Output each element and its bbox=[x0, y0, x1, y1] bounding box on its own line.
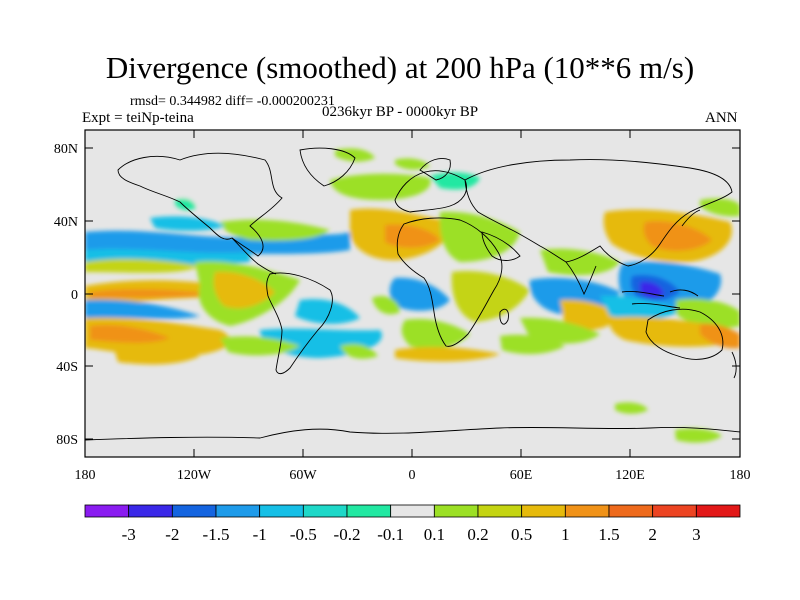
field-blob bbox=[560, 299, 620, 331]
field-blob bbox=[85, 299, 200, 319]
central-america-outline bbox=[231, 237, 277, 275]
colorbar-box bbox=[477, 504, 523, 518]
field-blob bbox=[430, 172, 480, 190]
lat-tick-label: 0 bbox=[71, 288, 78, 303]
lat-ticks bbox=[85, 147, 740, 440]
colorbar-label: 3 bbox=[692, 525, 701, 544]
greenland-outline bbox=[299, 147, 356, 187]
field-blob bbox=[540, 248, 620, 276]
lon-tick-label: 60W bbox=[289, 468, 317, 483]
colorbar-box bbox=[215, 504, 261, 518]
north-america-outline bbox=[117, 152, 283, 257]
colorbar-box bbox=[171, 504, 217, 518]
colorbar-box bbox=[259, 504, 304, 518]
field-blob bbox=[615, 402, 648, 414]
colorbar-box bbox=[652, 504, 697, 518]
colorbar-box bbox=[84, 504, 130, 518]
south-america-outline bbox=[266, 272, 333, 375]
plot-title: Divergence (smoothed) at 200 hPa (10**6 … bbox=[105, 50, 695, 85]
colorbar: -3 -2 -1.5 -1 -0.5 -0.2 -0.1 0.1 0.2 0.5 1 1.5 2 3 bbox=[84, 504, 741, 544]
field-blob bbox=[85, 259, 200, 273]
colorbar-label: -0.1 bbox=[377, 525, 404, 544]
lon-tick-label: 120W bbox=[177, 468, 212, 483]
field-blob bbox=[675, 428, 722, 443]
field-blob bbox=[640, 281, 664, 298]
colorbar-box bbox=[302, 504, 348, 518]
field-blob bbox=[220, 336, 300, 356]
lon-tick-label: 60E bbox=[510, 468, 533, 483]
field-blob bbox=[340, 343, 378, 359]
colorbar-box bbox=[521, 504, 566, 518]
australia-outline bbox=[645, 308, 724, 360]
coastlines bbox=[85, 147, 740, 441]
field-blob bbox=[220, 219, 330, 241]
field-blob bbox=[170, 184, 303, 212]
colorbar-box bbox=[390, 504, 435, 518]
divergence-field bbox=[85, 148, 740, 443]
lon-ticks bbox=[84, 130, 741, 457]
field-blob bbox=[175, 198, 196, 211]
field-blob bbox=[90, 324, 170, 343]
field-blob bbox=[385, 224, 440, 248]
colorbar-label: 0.1 bbox=[424, 525, 445, 544]
field-blob bbox=[500, 334, 565, 355]
stats-line: rmsd= 0.344982 diff= -0.000200231 bbox=[130, 94, 335, 109]
period-label: 0236kyr BP - 0000kyr BP bbox=[322, 104, 479, 120]
season-label: ANN bbox=[705, 110, 738, 126]
colorbar-box bbox=[564, 504, 610, 518]
lon-tick-label: 120E bbox=[615, 468, 645, 483]
scandinavia-outline bbox=[419, 158, 451, 181]
field-blob bbox=[520, 317, 600, 344]
field-blob bbox=[295, 299, 360, 324]
lon-tick-label: 180 bbox=[75, 468, 96, 483]
field-blob bbox=[150, 216, 225, 231]
colorbar-box bbox=[346, 504, 392, 518]
field-blob bbox=[90, 288, 220, 298]
antarctica-outline bbox=[85, 426, 740, 441]
asia-outline bbox=[464, 159, 733, 267]
japan-outline bbox=[681, 209, 701, 227]
lat-tick-label: 80N bbox=[54, 142, 78, 157]
lat-tick-label: 40S bbox=[56, 360, 78, 375]
colorbar-label: -0.5 bbox=[290, 525, 317, 544]
field-blob bbox=[115, 348, 200, 365]
colorbar-label: 2 bbox=[648, 525, 657, 544]
field-blob bbox=[395, 347, 500, 362]
lat-tick-label: 80S bbox=[56, 433, 78, 448]
colorbar-label: -1.5 bbox=[203, 525, 230, 544]
colorbar-label: -2 bbox=[165, 525, 179, 544]
colorbar-box bbox=[433, 504, 479, 518]
new-zealand-outline bbox=[731, 351, 737, 379]
colorbar-label: 0.2 bbox=[467, 525, 488, 544]
field-blob bbox=[676, 298, 740, 329]
lat-tick-label: 40N bbox=[54, 215, 78, 230]
colorbar-label: -3 bbox=[122, 525, 136, 544]
madagascar-outline bbox=[499, 308, 509, 325]
field-blob bbox=[330, 173, 431, 200]
arabia-outline bbox=[481, 231, 521, 261]
lon-tick-label: 180 bbox=[730, 468, 751, 483]
field-blob bbox=[213, 271, 275, 309]
india-outline bbox=[565, 261, 597, 296]
colorbar-label: -0.2 bbox=[334, 525, 361, 544]
field-blob bbox=[395, 158, 430, 170]
indonesia-outline bbox=[621, 289, 699, 309]
colorbar-label: 1 bbox=[561, 525, 570, 544]
colorbar-label: -1 bbox=[253, 525, 267, 544]
colorbar-label: 0.5 bbox=[511, 525, 532, 544]
experiment-label: Expt = teiNp-teina bbox=[82, 110, 194, 126]
colorbar-box bbox=[695, 504, 741, 518]
field-blob bbox=[401, 318, 470, 349]
colorbar-box bbox=[608, 504, 654, 518]
field-blob bbox=[372, 295, 400, 315]
field-blob bbox=[700, 323, 740, 349]
field-blob bbox=[389, 277, 450, 311]
europe-outline bbox=[394, 170, 467, 213]
colorbar-label: 1.5 bbox=[598, 525, 619, 544]
colorbar-box bbox=[128, 504, 173, 518]
lon-tick-label: 0 bbox=[409, 468, 416, 483]
